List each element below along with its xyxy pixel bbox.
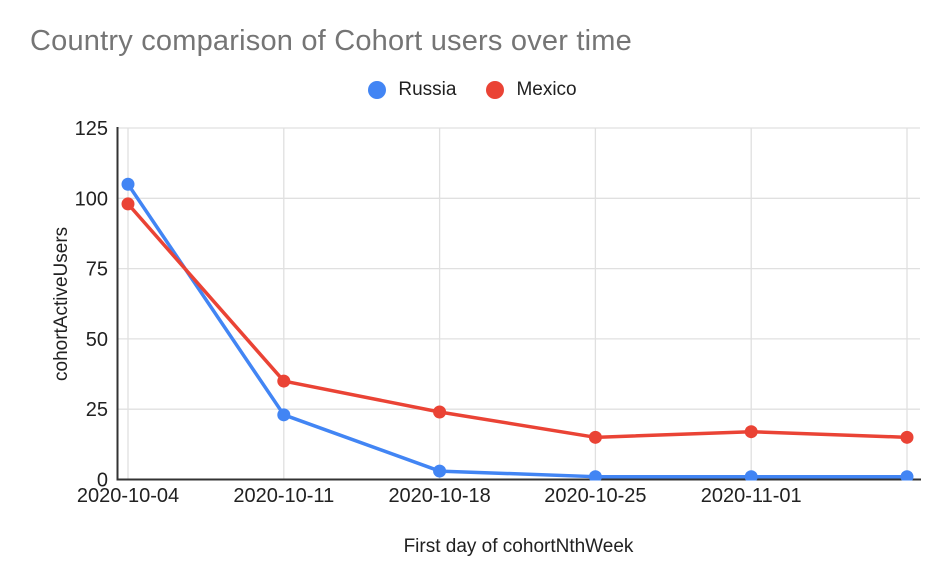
y-tick-label: 25 [86, 399, 108, 421]
mexico-data-point [900, 430, 914, 444]
series-group [121, 177, 914, 481]
y-tick-label: 0 [97, 470, 108, 492]
x-axis-title: First day of cohortNthWeek [403, 536, 634, 557]
x-tick-label: 2020-10-04 [77, 485, 179, 507]
y-tick-label: 50 [86, 329, 108, 351]
gridlines [117, 127, 920, 480]
axis-lines [116, 127, 921, 481]
mexico-data-point [588, 430, 602, 444]
legend-label: Mexico [516, 79, 577, 100]
y-tick-label: 100 [75, 188, 108, 210]
mexico-data-point [744, 425, 758, 439]
mexico-series-swatch [486, 81, 505, 99]
russia-data-point [277, 408, 291, 422]
russia-data-point [588, 470, 602, 481]
tick-labels: 0 25 50 75 100 125 2020-10-04 2020-10-11 2020-10… [75, 118, 802, 507]
legend: Russia Mexico [0, 79, 945, 101]
mexico-data-point [433, 405, 447, 419]
mexico-series [121, 197, 914, 444]
russia-series [121, 177, 914, 481]
russia-data-point [900, 470, 914, 481]
russia-data-point [433, 464, 447, 478]
x-tick-label: 2020-10-25 [544, 485, 646, 507]
russia-series-swatch [368, 81, 387, 99]
y-tick-label: 75 [86, 259, 108, 281]
x-tick-label: 2020-11-01 [701, 485, 802, 507]
russia-data-point [744, 470, 758, 481]
chart-title: Country comparison of Cohort users over … [30, 25, 632, 57]
legend-item-russia: Russia [368, 79, 456, 101]
x-tick-label: 2020-10-18 [388, 485, 490, 507]
legend-item-mexico: Mexico [486, 79, 577, 101]
mexico-data-point [121, 197, 135, 211]
russia-data-point [121, 177, 135, 191]
mexico-series-line [126, 202, 909, 440]
russia-series-line [126, 182, 909, 479]
legend-label: Russia [398, 79, 457, 100]
y-tick-label: 125 [75, 118, 108, 140]
mexico-data-point [277, 374, 291, 388]
x-tick-label: 2020-10-11 [233, 485, 334, 507]
